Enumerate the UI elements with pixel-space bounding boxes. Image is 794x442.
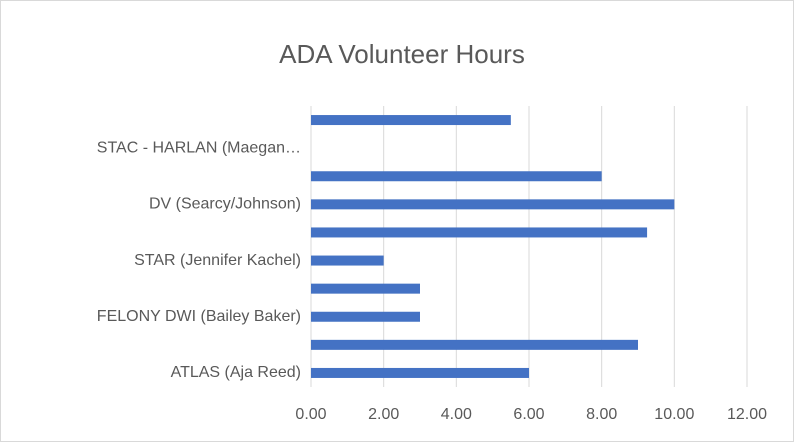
x-tick-label: 2.00 — [368, 406, 399, 423]
bar — [311, 311, 420, 322]
bar — [311, 115, 511, 126]
x-tick-label: 10.00 — [654, 406, 694, 423]
x-tick-label: 8.00 — [586, 406, 617, 423]
x-tick-label: 6.00 — [513, 406, 544, 423]
y-tick-label: ATLAS (Aja Reed) — [171, 364, 301, 381]
bar — [311, 171, 602, 182]
y-tick-label: FELONY DWI (Bailey Baker) — [97, 308, 301, 325]
x-tick-label: 12.00 — [727, 406, 767, 423]
x-tick-label: 4.00 — [441, 406, 472, 423]
y-tick-label: STAR (Jennifer Kachel) — [134, 252, 301, 269]
bar — [311, 283, 420, 294]
bar — [311, 367, 529, 378]
bar — [311, 227, 648, 238]
x-tick-label: 0.00 — [295, 406, 326, 423]
bar — [311, 339, 638, 350]
y-tick-label: DV (Searcy/Johnson) — [149, 196, 301, 213]
bar — [311, 255, 384, 266]
chart-title: ADA Volunteer Hours — [279, 39, 525, 69]
bar — [311, 199, 675, 210]
y-tick-label: STAC - HARLAN (Maegan… — [97, 139, 301, 156]
